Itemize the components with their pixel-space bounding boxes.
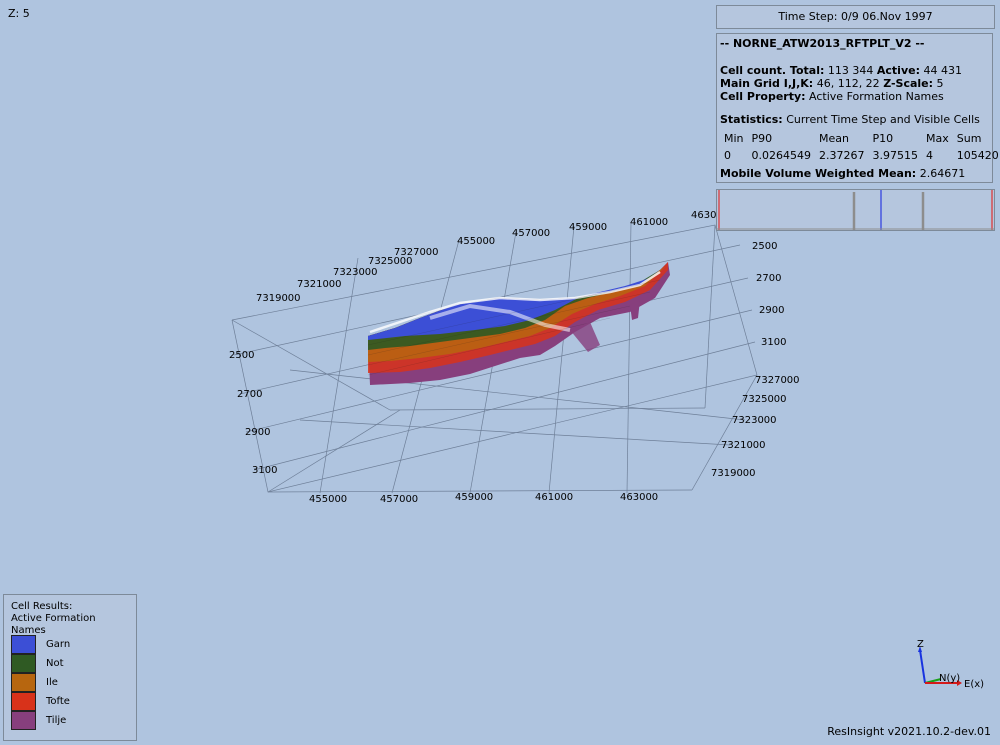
axis-tick-label: 459000 [569,222,607,233]
info-box: -- NORNE_ATW2013_RFTPLT_V2 -- Cell count… [716,33,999,183]
triad-e-label: E(x) [964,679,984,690]
version-label: ResInsight v2021.10.2-dev.01 [827,725,991,738]
axis-tick-label: 455000 [457,236,495,247]
stats-header: Min [724,132,744,145]
legend-label-tilje: Tilje [46,715,67,726]
stats-value: 3.97515 [872,149,919,162]
axis-tick-label: 3100 [252,465,277,476]
axis-tick-label: 2500 [229,350,254,361]
axis-tick-label: 2700 [756,273,781,284]
stats-value: 0 [724,149,731,162]
stats-header: P90 [751,132,773,145]
cell-property-value: Active Formation Names [809,90,944,103]
stats-value: 2.37267 [819,149,865,162]
legend-label-garn: Garn [46,639,71,650]
cell-count-line: Cell count. Total: 113 344 Active: 44 43… [720,64,989,77]
zscale-label: Z-Scale: [883,77,934,90]
axis-triad: Z N(y) E(x) [917,639,984,690]
axis-tick-label: 463000 [620,492,658,503]
cell-results-legend: Cell Results: Active Formation Names Gar… [3,594,137,741]
axis-tick-label: 2900 [759,305,784,316]
legend-swatch-tilje [11,711,36,730]
cell-count-label: Cell count. Total: [720,64,825,77]
triad-z-label: Z [917,639,924,650]
cell-property-label: Cell Property: [720,90,806,103]
legend-title-line2: Active Formation Names [11,613,96,636]
zscale-value: 5 [936,77,944,90]
statistics-label: Statistics: [720,113,783,126]
axis-tick-label: 2900 [245,427,270,438]
axis-tick-label: 2500 [752,241,777,252]
axis-tick-label: 2700 [237,389,262,400]
axis-tick-label: 7325000 [742,394,787,405]
case-name: -- NORNE_ATW2013_RFTPLT_V2 -- [720,37,925,50]
axis-tick-label: 7319000 [256,293,301,304]
axis-tick-label: 7319000 [711,468,756,479]
cell-property-line: Cell Property: Active Formation Names [720,90,989,103]
stats-value: 4 [926,149,934,162]
axis-tick-label: 461000 [535,492,573,503]
legend-label-not: Not [46,658,64,669]
axis-tick-label: 4630 [691,210,716,221]
mobile-volume-label: Mobile Volume Weighted Mean: [720,167,917,180]
mobile-volume-value: 2.64671 [919,167,966,180]
stats-header: Sum [956,132,982,145]
stats-value: 0.0264549 [751,149,812,162]
statistics-table: Min P90 Mean P10 Max Sum 0 0.0264549 2.3… [720,130,1000,164]
active-value: 44 431 [923,64,962,77]
triad-n-label: N(y) [939,673,960,684]
stats-header: P10 [872,132,894,145]
active-label: Active: [876,64,920,77]
statistics-value: Current Time Step and Visible Cells [786,113,980,126]
axis-tick-label: 461000 [630,217,668,228]
axis-tick-label: 7321000 [297,279,342,290]
reservoir-model[interactable] [367,262,670,385]
axis-tick-label: 457000 [380,494,418,505]
axis-tick-label: 7327000 [755,375,800,386]
stats-header-row: Min P90 Mean P10 Max Sum [720,130,1000,147]
histogram [716,189,995,231]
legend-swatch-garn [11,635,36,654]
legend-swatch-ile [11,673,36,692]
main-grid-label: Main Grid I,J,K: [720,77,814,90]
time-step-box: Time Step: 0/9 06.Nov 1997 [716,5,995,29]
z-scale-label: Z: 5 [8,7,30,20]
mobile-volume-line: Mobile Volume Weighted Mean: 2.64671 [720,167,989,180]
legend-title-line1: Cell Results: [11,601,73,612]
axis-tick-label: 7327000 [394,247,439,258]
stats-value-row: 0 0.0264549 2.37267 3.97515 4 105420 [720,147,1000,164]
axis-tick-label: 7321000 [721,440,766,451]
axis-tick-label: 7323000 [732,415,777,426]
triad-z-axis [919,649,926,684]
stats-value: 105420 [956,149,999,162]
axis-tick-label: 3100 [761,337,786,348]
axis-tick-label: 7325000 [368,256,413,267]
legend-swatch-not [11,654,36,673]
stats-header: Max [926,132,949,145]
cell-count-total: 113 344 [827,64,874,77]
legend-label-tofte: Tofte [46,696,70,707]
legend-swatch-tofte [11,692,36,711]
axis-tick-label: 7323000 [333,267,378,278]
statistics-line: Statistics: Current Time Step and Visibl… [720,113,989,126]
axis-tick-label: 457000 [512,228,550,239]
axis-tick-label: 459000 [455,492,493,503]
stats-header: Mean [819,132,850,145]
legend-label-ile: Ile [46,677,58,688]
main-grid-value: 46, 112, 22 [816,77,880,90]
main-grid-line: Main Grid I,J,K: 46, 112, 22 Z-Scale: 5 [720,77,989,90]
axis-tick-label: 455000 [309,494,347,505]
